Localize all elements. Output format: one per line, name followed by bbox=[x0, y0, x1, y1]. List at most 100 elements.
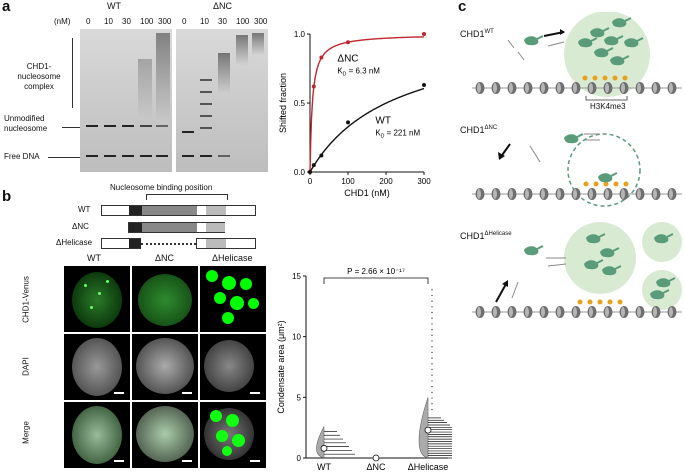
kd-subscript: D bbox=[381, 134, 385, 140]
domain-bar-dnc bbox=[128, 222, 225, 233]
conc-unit: (nM) bbox=[54, 17, 71, 26]
model-dhelicase bbox=[472, 222, 682, 318]
micro-dapi-dhelicase bbox=[200, 334, 266, 400]
median-marker bbox=[424, 426, 432, 434]
label-free-dna: Free DNA bbox=[4, 152, 40, 161]
model-label-dnc: CHD1ΔNC bbox=[460, 125, 497, 135]
conc-label: 10 bbox=[104, 17, 113, 26]
kd-symbol: K bbox=[375, 129, 381, 138]
y-tick-label: 0.5 bbox=[294, 99, 306, 108]
y-tick-label: 0 bbox=[297, 454, 302, 463]
kd-subscript: D bbox=[343, 72, 347, 78]
data-point bbox=[346, 120, 350, 125]
gel-group-dnc: ΔNC bbox=[213, 1, 233, 11]
conc-label: 10 bbox=[200, 17, 209, 26]
violin-shape bbox=[316, 426, 325, 459]
series-curve-0 bbox=[309, 36, 425, 173]
micro-merge-dnc bbox=[132, 402, 198, 468]
series-curve-1 bbox=[309, 87, 425, 173]
conc-label: 0 bbox=[86, 17, 91, 26]
x-tick-label: 200 bbox=[379, 177, 393, 186]
domain-title: Nucleosome binding position bbox=[110, 183, 213, 192]
data-point bbox=[319, 55, 324, 60]
y-tick-label: 10 bbox=[292, 333, 301, 342]
data-point bbox=[422, 83, 426, 88]
micro-row-dapi: DAPI bbox=[21, 357, 31, 376]
domain-bar-wt bbox=[101, 205, 256, 216]
domain-title-bracket bbox=[146, 194, 228, 200]
median-marker bbox=[372, 454, 380, 462]
x-tick-label: 100 bbox=[341, 177, 355, 186]
outlier-point bbox=[431, 329, 433, 331]
kd-symbol: K bbox=[337, 67, 343, 76]
outlier-point bbox=[431, 289, 433, 291]
category-label: ΔNC bbox=[366, 462, 386, 472]
panel-b-letter: b bbox=[2, 188, 12, 205]
data-point bbox=[422, 32, 426, 36]
micro-merge-dhelicase bbox=[200, 402, 266, 468]
y-tick-label: 1.0 bbox=[294, 30, 306, 39]
gel-group-wt: WT bbox=[107, 1, 121, 11]
outlier-point bbox=[431, 403, 433, 405]
model-label-dh-sup: ΔHelicase bbox=[484, 231, 512, 237]
micro-venus-dnc bbox=[132, 266, 198, 332]
conc-label: 30 bbox=[122, 17, 131, 26]
x-axis-label: CHD1 (nM) bbox=[344, 188, 390, 198]
outlier-point bbox=[431, 374, 433, 376]
outlier-point bbox=[431, 317, 433, 319]
outlier-point bbox=[431, 300, 433, 302]
series-name-label: WT bbox=[375, 116, 391, 127]
micro-row-venus: CHD1-Venus bbox=[21, 276, 31, 323]
outlier-point bbox=[431, 357, 433, 359]
gel-dnc bbox=[176, 29, 268, 172]
outlier-point bbox=[431, 351, 433, 354]
construct-label-dhelicase: ΔHelicase bbox=[56, 238, 93, 247]
gel-wt bbox=[80, 29, 172, 172]
outlier-point bbox=[431, 391, 433, 393]
model-label-wt: CHD1WT bbox=[460, 29, 494, 39]
domain-bar-dhelicase bbox=[101, 238, 256, 249]
model-mark-label: H3K4me3 bbox=[590, 102, 626, 111]
construct-label-dnc: ΔNC bbox=[72, 222, 89, 231]
construct-label-wt: WT bbox=[78, 205, 91, 214]
series-name-label: ΔNC bbox=[337, 54, 358, 65]
conc-label: 100 bbox=[140, 17, 154, 26]
micro-col-wt: WT bbox=[87, 253, 101, 263]
kd-value: = 221 nM bbox=[384, 129, 420, 138]
significance-bracket bbox=[323, 277, 429, 284]
outlier-point bbox=[431, 368, 433, 371]
outlier-point bbox=[431, 294, 433, 297]
unmodified-line bbox=[62, 127, 80, 128]
y-axis-label: Shifted fraction bbox=[278, 73, 288, 133]
outlier-point bbox=[431, 323, 433, 325]
micro-venus-wt bbox=[64, 266, 130, 332]
condensate-violin-chart: 0 5 10 15 Condensate area (μm²) WT ΔNC ΔHelicas… bbox=[276, 267, 452, 472]
conc-row-wt: 0 10 30 100 300 bbox=[82, 17, 178, 27]
conc-label: 100 bbox=[236, 17, 250, 26]
y-axis-label: Condensate area (μm²) bbox=[276, 320, 286, 413]
micro-dapi-wt bbox=[64, 334, 130, 400]
category-label: ΔHelicase bbox=[408, 462, 449, 472]
outlier-point bbox=[431, 386, 433, 388]
outlier-point bbox=[431, 380, 433, 382]
conc-label: 300 bbox=[158, 17, 172, 26]
model-diagram bbox=[472, 12, 682, 318]
panel-c-letter: c bbox=[458, 0, 467, 15]
violin-shape bbox=[418, 397, 429, 459]
micro-merge-wt bbox=[64, 402, 130, 468]
kd-value: = 6.3 nM bbox=[346, 67, 380, 76]
complex-bracket bbox=[72, 38, 77, 108]
micro-dapi-dnc bbox=[132, 334, 198, 400]
outlier-point bbox=[431, 306, 433, 308]
x-tick-label: 300 bbox=[417, 177, 431, 186]
x-tick-label: 0 bbox=[308, 177, 313, 186]
y-tick-label: 15 bbox=[292, 272, 301, 281]
model-label-dhelicase: CHD1ΔHelicase bbox=[460, 231, 512, 241]
category-label: WT bbox=[317, 462, 331, 472]
outlier-point bbox=[431, 334, 433, 336]
data-point bbox=[346, 40, 350, 45]
model-label-dnc-base: CHD1 bbox=[460, 125, 485, 135]
conc-row-dnc: 0 10 30 100 300 bbox=[178, 17, 274, 27]
outlier-point bbox=[431, 340, 433, 342]
series-kd-label: KD = 6.3 nM bbox=[337, 67, 380, 78]
